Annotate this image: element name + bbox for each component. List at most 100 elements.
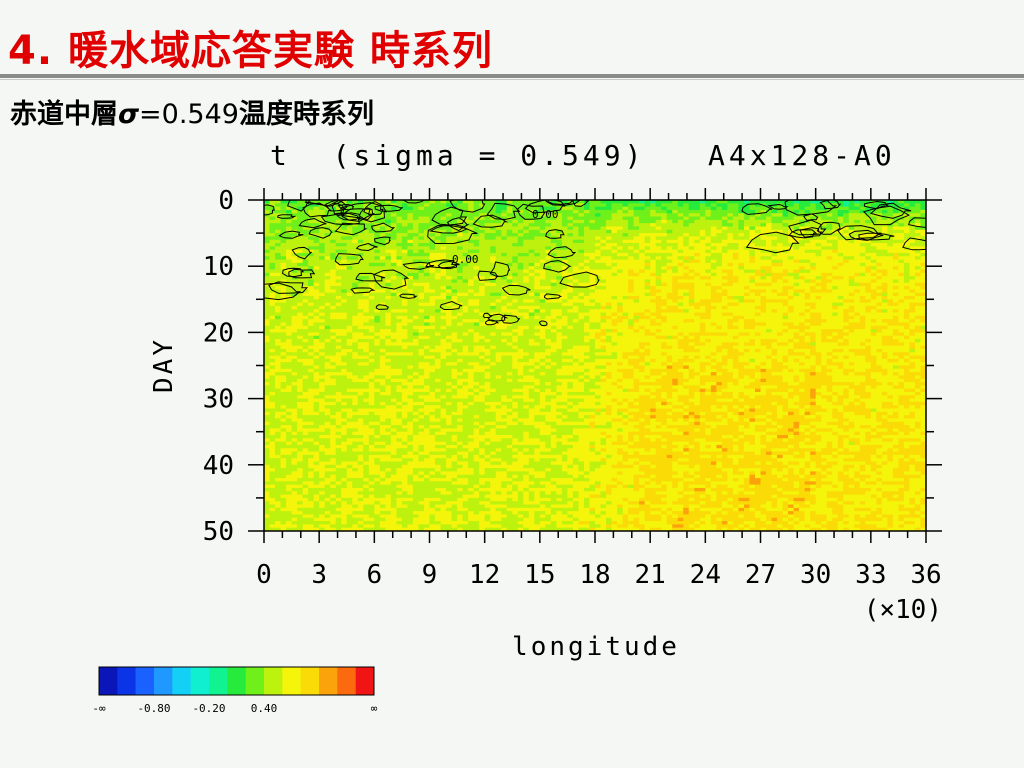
heatmap-cell bbox=[462, 335, 469, 340]
heatmap-cell bbox=[887, 305, 894, 310]
heatmap-cell bbox=[479, 216, 486, 221]
heatmap-cell bbox=[661, 305, 668, 310]
heatmap-cell bbox=[666, 279, 673, 284]
heatmap-cell bbox=[870, 276, 877, 281]
heatmap-cell bbox=[650, 226, 657, 231]
heatmap-cell bbox=[512, 216, 519, 221]
heatmap-cell bbox=[810, 315, 817, 320]
heatmap-cell bbox=[710, 239, 717, 244]
heatmap-cell bbox=[462, 233, 469, 238]
heatmap-cell bbox=[859, 229, 866, 234]
heatmap-cell bbox=[799, 219, 806, 224]
heatmap-cell bbox=[357, 259, 364, 264]
heatmap-cell bbox=[534, 305, 541, 310]
heatmap-cell bbox=[479, 219, 486, 224]
heatmap-cell bbox=[379, 305, 386, 310]
heatmap-cell bbox=[760, 319, 767, 324]
heatmap-cell bbox=[666, 229, 673, 234]
heatmap-cell bbox=[363, 302, 370, 307]
heatmap-cell bbox=[324, 249, 331, 254]
heatmap-cell bbox=[363, 295, 370, 300]
heatmap-cell bbox=[782, 269, 789, 274]
heatmap-cell bbox=[297, 322, 304, 327]
heatmap-cell bbox=[650, 256, 657, 261]
heatmap-cell bbox=[710, 299, 717, 304]
heatmap-cell bbox=[644, 216, 651, 221]
heatmap-cell bbox=[407, 329, 414, 333]
heatmap-cell bbox=[429, 329, 436, 333]
heatmap-cell bbox=[672, 243, 679, 247]
heatmap-cell bbox=[545, 203, 552, 208]
heatmap-cell bbox=[766, 246, 773, 251]
heatmap-cell bbox=[357, 203, 364, 208]
heatmap-cell bbox=[898, 219, 905, 224]
heatmap-cell bbox=[699, 309, 706, 314]
heatmap-cell bbox=[534, 209, 541, 214]
heatmap-cell bbox=[892, 200, 900, 204]
heatmap-cell bbox=[749, 276, 756, 281]
heatmap-cell bbox=[302, 302, 309, 307]
heatmap-cell bbox=[666, 315, 673, 320]
heatmap-cell bbox=[881, 329, 888, 333]
heatmap-cell bbox=[903, 309, 911, 314]
heatmap-cell bbox=[429, 325, 436, 330]
heatmap-cell bbox=[523, 269, 530, 274]
heatmap-cell bbox=[611, 269, 618, 274]
heatmap-cell bbox=[920, 302, 926, 307]
heatmap-cell bbox=[749, 299, 756, 304]
heatmap-cell bbox=[716, 302, 723, 307]
heatmap-cell bbox=[407, 312, 414, 317]
heatmap-cell bbox=[788, 292, 795, 297]
heatmap-cell bbox=[324, 279, 331, 284]
heatmap-cell bbox=[523, 322, 530, 327]
heatmap-cell bbox=[269, 252, 276, 257]
heatmap-cell bbox=[865, 256, 872, 261]
heatmap-cell bbox=[297, 332, 304, 337]
heatmap-cell bbox=[892, 332, 900, 337]
heatmap-cell bbox=[490, 282, 497, 287]
heatmap-cell bbox=[898, 282, 905, 287]
heatmap-cell bbox=[512, 325, 519, 330]
heatmap-cell bbox=[517, 226, 524, 231]
heatmap-cell bbox=[462, 286, 469, 290]
heatmap-cell bbox=[275, 209, 282, 214]
heatmap-cell bbox=[903, 236, 911, 241]
heatmap-cell bbox=[716, 279, 723, 284]
heatmap-cell bbox=[793, 226, 800, 231]
heatmap-cell bbox=[622, 335, 629, 340]
heatmap-cell bbox=[766, 219, 773, 224]
heatmap-cell bbox=[578, 203, 585, 208]
heatmap-cell bbox=[423, 200, 431, 204]
heatmap-cell bbox=[578, 246, 585, 251]
heatmap-cell bbox=[523, 219, 530, 224]
heatmap-cell bbox=[920, 249, 926, 254]
heatmap-cell bbox=[743, 286, 751, 290]
heatmap-cell bbox=[732, 332, 740, 337]
heatmap-cell bbox=[743, 299, 751, 304]
heatmap-cell bbox=[898, 319, 905, 324]
heatmap-cell bbox=[545, 289, 552, 294]
heatmap-cell bbox=[313, 262, 320, 267]
heatmap-cell bbox=[826, 266, 833, 271]
heatmap-cell bbox=[732, 289, 740, 294]
heatmap-cell bbox=[710, 209, 717, 214]
heatmap-cell bbox=[854, 239, 861, 244]
heatmap-cell bbox=[633, 269, 640, 274]
heatmap-cell bbox=[887, 282, 894, 287]
heatmap-cell bbox=[683, 229, 690, 234]
heatmap-cell bbox=[881, 229, 888, 234]
heatmap-cell bbox=[633, 216, 640, 221]
heatmap-cell bbox=[837, 282, 844, 287]
heatmap-cell bbox=[578, 322, 585, 327]
heatmap-cell bbox=[914, 259, 922, 264]
heatmap-cell bbox=[363, 282, 370, 287]
heatmap-cell bbox=[313, 295, 320, 300]
heatmap-cell bbox=[815, 309, 822, 314]
heatmap-cell bbox=[743, 243, 751, 247]
heatmap-cell bbox=[782, 226, 789, 231]
heatmap-cell bbox=[710, 295, 717, 300]
heatmap-cell bbox=[749, 236, 756, 241]
heatmap-cell bbox=[688, 233, 695, 238]
heatmap-cell bbox=[650, 276, 657, 281]
heatmap-cell bbox=[810, 279, 817, 284]
